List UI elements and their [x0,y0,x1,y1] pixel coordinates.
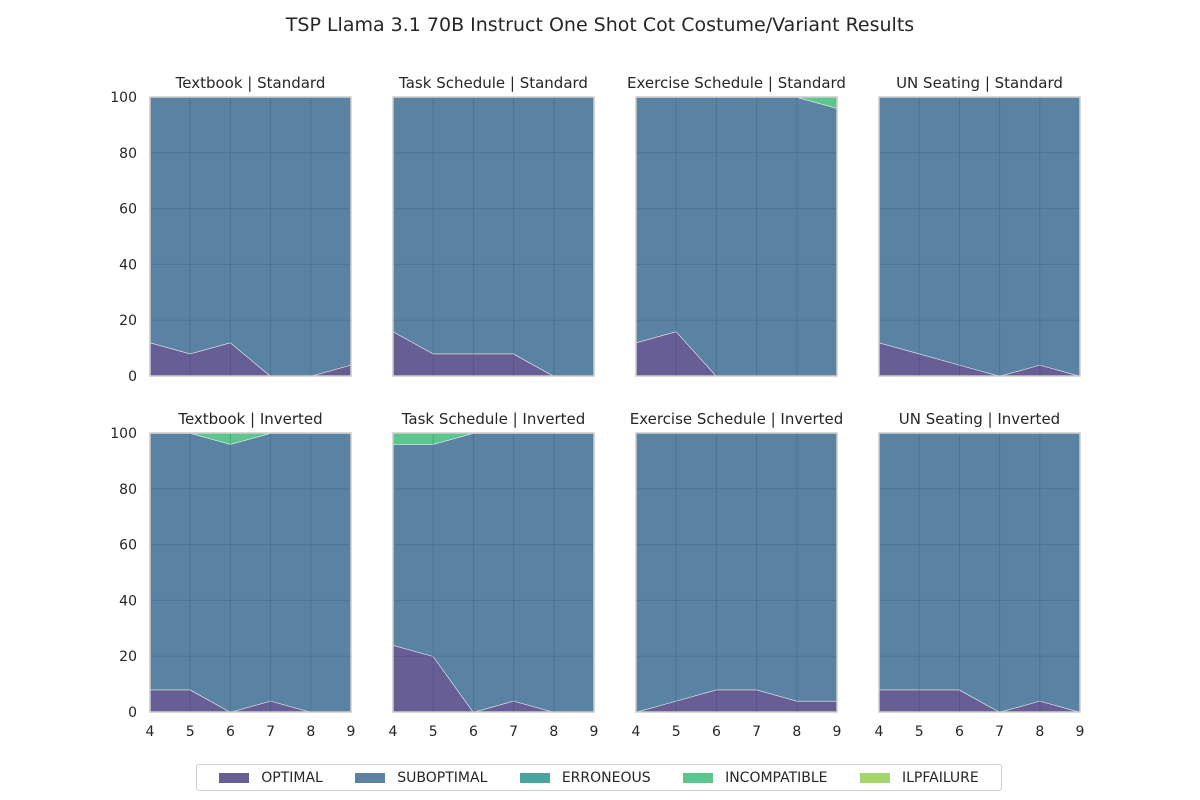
y-tick-label: 60 [119,538,137,554]
x-tick-label: 9 [590,724,599,740]
chart-panel: Exercise Schedule | Inverted 4 5 6 7 8 9 [630,410,844,740]
area-suboptimal [879,97,1080,376]
y-tick-label: 40 [119,257,137,273]
legend-label: ILPFAILURE [901,769,979,786]
area-incompatible [393,433,594,445]
x-tick-label: 9 [347,724,356,740]
legend-item-ilpfailure: ILPFAILURE [859,769,979,786]
chart-panel: Task Schedule | Inverted 4 5 6 7 8 9 [389,410,599,740]
legend-item-optimal: OPTIMAL [219,770,323,786]
y-tick-label: 80 [119,482,137,498]
area-boundary-optimal [149,341,352,377]
y-tick-label: 20 [119,313,137,329]
legend-swatch [219,772,250,783]
area-optimal [879,689,1080,712]
x-tick-label: 8 [792,724,801,740]
x-tick-label: 8 [306,724,315,740]
x-tick-label: 6 [712,724,721,740]
panel-title: UN Seating | Inverted [899,410,1060,428]
area-suboptimal [150,433,351,712]
x-tick-label: 9 [833,724,842,740]
x-tick-label: 7 [509,724,518,740]
legend-item-suboptimal: SUBOPTIMAL [355,770,487,786]
plot-frame [635,432,838,713]
chart-panel: Exercise Schedule | Standard [627,74,846,377]
panel-title: Task Schedule | Inverted [401,410,586,428]
area-suboptimal [636,97,837,376]
x-tick-label: 8 [1035,724,1044,740]
x-tick-label: 6 [226,724,235,740]
x-tick-label: 7 [752,724,761,740]
y-tick-label: 80 [119,146,137,162]
panel-title: Textbook | Standard [175,74,326,92]
plot-frame [635,96,838,377]
legend-label: SUBOPTIMAL [397,769,488,786]
chart-title: TSP Llama 3.1 70B Instruct One Shot Cot … [285,14,914,36]
x-tick-label: 4 [146,724,155,740]
area-suboptimal [393,97,594,376]
legend-item-incompatible: INCOMPATIBLE [683,769,828,786]
x-tick-label: 8 [549,724,558,740]
chart-panel: Task Schedule | Standard [392,74,595,377]
area-boundary-optimal [878,341,1081,377]
area-incompatible [150,433,351,445]
y-tick-label: 60 [119,202,137,218]
x-tick-label: 4 [389,724,398,740]
panel-title: UN Seating | Standard [896,74,1063,92]
panel-title: Textbook | Inverted [177,410,322,428]
plot-frame [392,432,595,713]
panel-title: Task Schedule | Standard [398,74,588,92]
y-tick-label: 40 [119,593,137,609]
panel-title: Exercise Schedule | Inverted [630,410,844,428]
area-optimal [879,342,1080,376]
y-tick-label: 100 [110,90,137,106]
plot-frame [392,96,595,377]
x-tick-label: 6 [955,724,964,740]
legend-swatch [683,772,714,783]
chart-panel: UN Seating | Inverted 4 5 6 7 8 9 [875,410,1085,740]
plot-frame [878,96,1081,377]
legend: OPTIMAL SUBOPTIMAL ERRONEOUS INCOMPATIBLE IL… [196,764,1002,791]
area-suboptimal [879,433,1080,712]
x-tick-label: 6 [469,724,478,740]
plot-frame [878,432,1081,713]
area-suboptimal [150,97,351,376]
legend-swatch [519,772,550,783]
x-tick-label: 5 [429,724,438,740]
plot-frame [149,432,352,713]
legend-label: INCOMPATIBLE [725,769,828,786]
legend-swatch [355,772,386,783]
x-tick-label: 7 [995,724,1004,740]
y-tick-label: 0 [128,369,137,385]
legend-label: ERRONEOUS [561,769,651,786]
chart-panel: Textbook | Standard 0 20 40 60 80 100 [110,74,352,385]
panel-title: Exercise Schedule | Standard [627,74,846,92]
y-tick-label: 0 [128,705,137,721]
chart-panel: UN Seating | Standard [878,74,1081,377]
x-tick-label: 9 [1076,724,1085,740]
y-tick-label: 100 [110,426,137,442]
x-tick-label: 5 [186,724,195,740]
plot-frame [149,96,352,377]
area-incompatible [636,97,837,109]
legend-swatch [859,772,890,783]
y-tick-label: 20 [119,649,137,665]
x-tick-label: 5 [672,724,681,740]
x-tick-label: 5 [915,724,924,740]
area-optimal [393,645,594,712]
legend-label: OPTIMAL [261,769,323,786]
area-suboptimal [393,433,594,712]
x-tick-label: 7 [266,724,275,740]
area-optimal [636,689,837,712]
chart-panel: Textbook | Inverted 0 20 40 60 80 100 4 5 6 7 8 9 [110,410,355,740]
x-tick-label: 4 [875,724,884,740]
x-tick-label: 4 [632,724,641,740]
legend-item-erroneous: ERRONEOUS [519,769,651,786]
area-suboptimal [636,433,837,712]
